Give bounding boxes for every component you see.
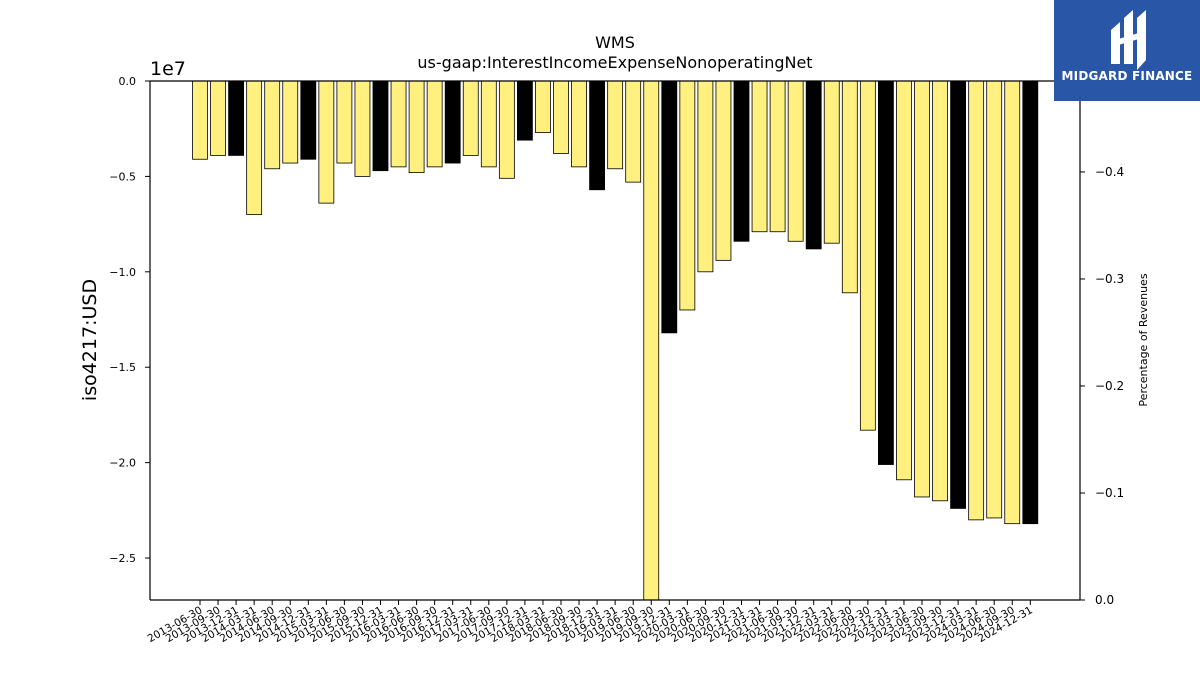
bar-2021-06-30: [769, 80, 786, 233]
bar-2013-09-30: [210, 80, 226, 156]
y-axis-label: iso4217:USD: [79, 279, 101, 401]
bar-2018-03-31: [535, 80, 551, 133]
y-offset-label: 1e7: [150, 58, 186, 80]
bar-2023-12-31: [950, 80, 966, 509]
bar-2022-06-30: [841, 80, 858, 294]
bar-2024-12-31: [1022, 80, 1039, 525]
bar-2018-12-31: [589, 80, 605, 191]
bar-2021-12-31: [805, 80, 822, 250]
bar-2019-12-31: [661, 80, 678, 334]
logo-mark-icon: [1111, 10, 1146, 70]
bar-2024-06-30: [986, 80, 1003, 519]
bar-2017-09-30: [498, 80, 515, 179]
bar-2015-09-30: [354, 80, 371, 177]
bar-2015-03-31: [318, 80, 335, 204]
axes-group: 0.0 −0.5 −1.0 −1.5 −2.0 −2.5 0.0 −0.1 −0.2 −0.3 −0…: [109, 75, 1124, 645]
bars-group: [192, 80, 1039, 601]
bar-2018-06-30: [553, 80, 569, 154]
bar-2020-09-30: [715, 80, 732, 261]
bar-2014-06-30: [264, 80, 281, 170]
bar-2023-03-31: [896, 80, 912, 481]
y-tick-label: −2.0: [109, 457, 136, 470]
bar-2016-03-31: [390, 80, 407, 168]
y2-axis-label: Percentage of Revenues: [1137, 273, 1150, 406]
bar-2017-03-31: [462, 80, 479, 156]
y2-tick-label: −0.3: [1095, 272, 1124, 286]
y-tick-label: 0.0: [119, 75, 137, 88]
bar-2024-03-31: [968, 80, 985, 521]
bar-2014-12-31: [300, 80, 317, 160]
bar-2022-09-30: [859, 80, 876, 431]
bar-2013-06-30: [192, 80, 208, 160]
bar-2016-06-30: [408, 80, 425, 173]
bar-2018-09-30: [571, 80, 587, 168]
y2-tick-label: −0.1: [1095, 486, 1124, 500]
y-tick-label: −0.5: [109, 170, 136, 183]
y-tick-label: −1.0: [109, 266, 136, 279]
bar-2020-06-30: [697, 80, 714, 273]
bar-2022-03-31: [823, 80, 840, 244]
bar-2019-09-30: [643, 80, 660, 601]
chart-subtitle: us-gaap:InterestIncomeExpenseNonoperatin…: [417, 53, 812, 72]
bar-2017-12-31: [517, 80, 533, 141]
bar-2019-03-31: [607, 80, 624, 170]
bar-2020-03-31: [679, 80, 696, 311]
bar-2016-12-31: [444, 80, 461, 164]
bar-2021-03-31: [751, 80, 768, 233]
bar-2016-09-30: [426, 80, 443, 168]
y2-tick-label: −0.4: [1095, 165, 1124, 179]
bar-2024-09-30: [1004, 80, 1021, 525]
bar-2015-12-31: [372, 80, 389, 172]
logo-text: MIDGARD FINANCE: [1061, 69, 1193, 83]
midgard-finance-logo: MIDGARD FINANCE: [1054, 0, 1200, 101]
bar-2014-09-30: [282, 80, 299, 164]
y2-tick-label: −0.2: [1095, 379, 1124, 393]
bar-2019-06-30: [625, 80, 642, 183]
y2-tick-label: 0.0: [1095, 593, 1114, 607]
bar-2021-09-30: [787, 80, 804, 242]
bar-2017-06-30: [480, 80, 497, 168]
y-tick-label: −1.5: [109, 361, 136, 374]
bar-2015-06-30: [336, 80, 353, 164]
y-tick-label: −2.5: [109, 552, 136, 565]
chart-title: WMS: [595, 33, 635, 52]
bar-2013-12-31: [228, 80, 245, 156]
bar-2020-12-31: [733, 80, 750, 242]
bar-2023-09-30: [932, 80, 948, 502]
bar-2022-12-31: [878, 80, 894, 465]
bar-2023-06-30: [914, 80, 930, 498]
bar-2014-03-31: [246, 80, 263, 215]
